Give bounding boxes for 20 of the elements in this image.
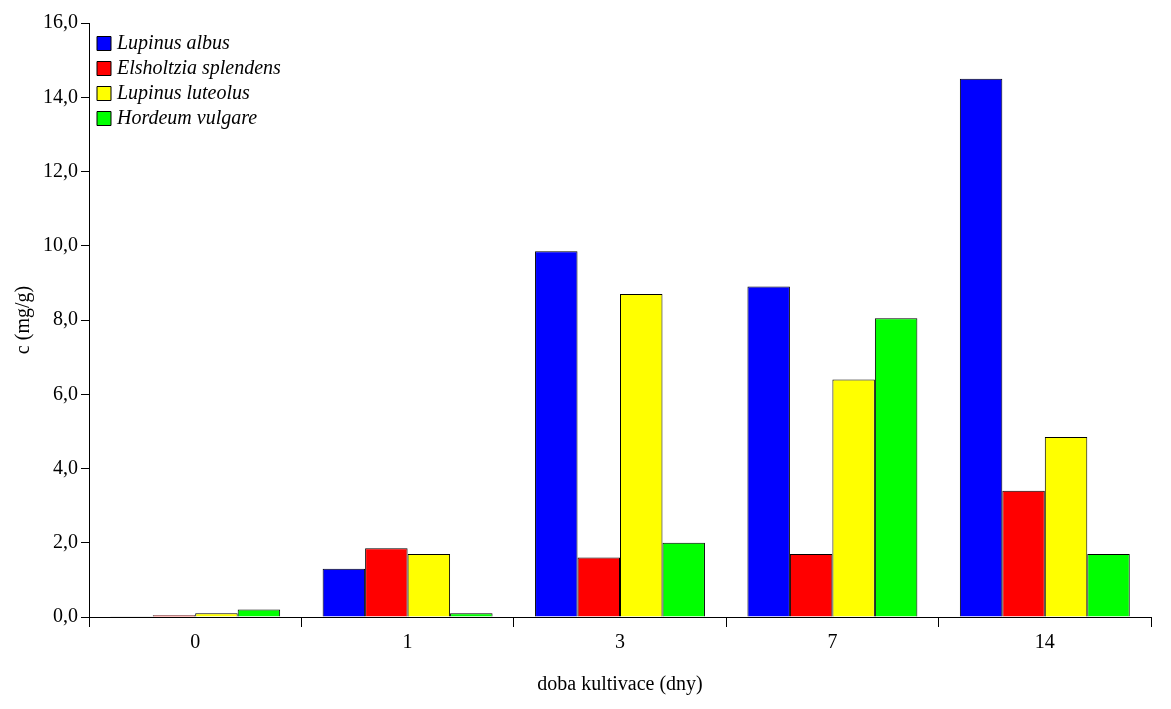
y-tick-label: 16,0 — [43, 10, 78, 33]
y-axis-title: c (mg/g) — [11, 285, 35, 355]
y-tick-label: 14,0 — [43, 84, 78, 107]
legend-label: Hordeum vulgare — [116, 105, 258, 129]
x-tick-label: 14 — [1034, 630, 1055, 653]
x-axis-title: doba kultivace (dny) — [537, 672, 703, 696]
y-tick-label: 4,0 — [53, 455, 78, 478]
x-tick-label: 3 — [615, 630, 625, 653]
y-tick-label: 6,0 — [53, 381, 78, 404]
y-tick-label: 2,0 — [53, 530, 78, 552]
x-tick-label: 7 — [827, 630, 838, 653]
y-tick-label: 8,0 — [53, 307, 78, 330]
legend-label: Lupinus albus — [116, 30, 231, 54]
y-tick-label: 0,0 — [53, 604, 78, 627]
x-tick-label: 0 — [190, 630, 201, 653]
y-tick-label: 10,0 — [43, 233, 78, 255]
legend-label: Elsholtzia splendens — [116, 55, 282, 79]
legend-label: Lupinus luteolus — [116, 80, 251, 104]
x-tick-label: 1 — [402, 630, 413, 653]
y-tick-label: 12,0 — [43, 158, 78, 181]
